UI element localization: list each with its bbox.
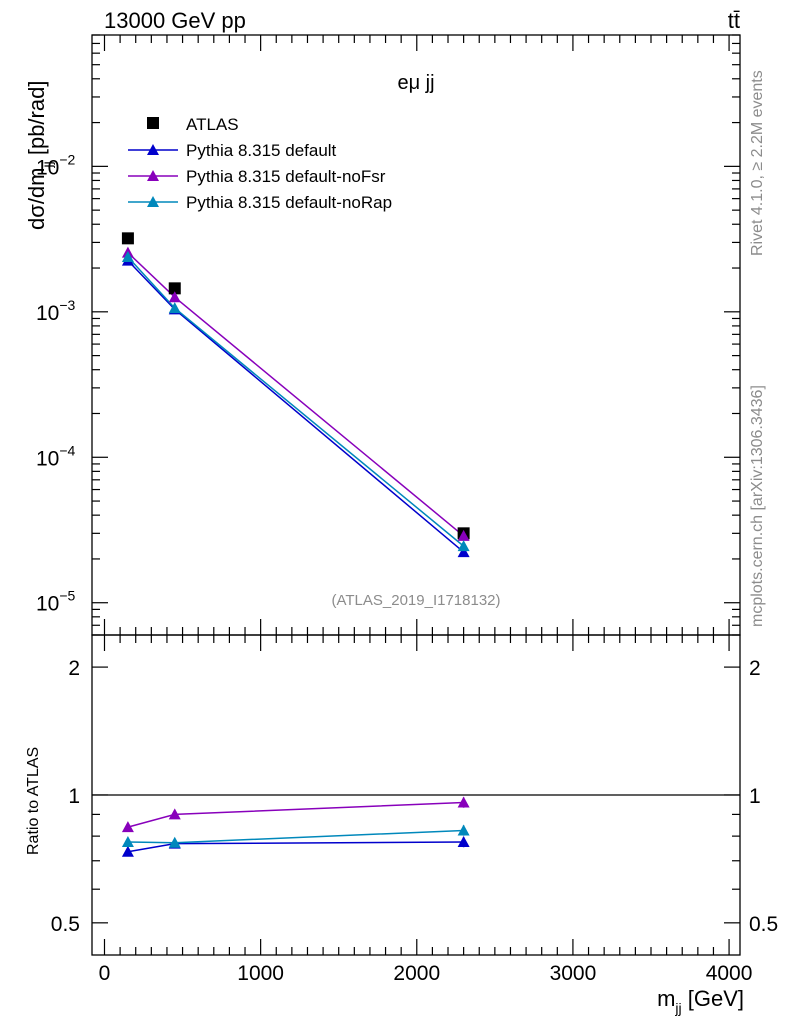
main-y-ticks (92, 34, 740, 636)
x-tick-label: 2000 (393, 962, 440, 985)
main-y-tick-label: 10−5 (36, 588, 76, 616)
ratio-y-tick-label-right: 0.5 (749, 913, 778, 936)
ratio-y-tick-label: 0.5 (51, 913, 80, 936)
main-y-tick-label: 10−3 (36, 297, 76, 325)
main-y-axis-label: dσ/dmjj [pb/rad] (24, 81, 55, 230)
atlas-data-point (121, 232, 134, 245)
analysis-label: (ATLAS_2019_I1718132) (331, 592, 500, 609)
ratio-series-point-2 (457, 824, 470, 836)
ratio-series-line-1 (127, 801, 464, 828)
main-series-point-3 (457, 540, 470, 552)
main-series-point-1 (457, 546, 470, 558)
main-x-ticks (103, 35, 730, 635)
process-label: tt̄ (728, 8, 740, 33)
legend-label-atlas: ATLAS (186, 115, 239, 134)
ratio-y-tick-label: 2 (68, 657, 80, 680)
ratio-series-line-2 (127, 829, 464, 844)
main-series-point-3 (121, 251, 134, 263)
main-y-tick-labels: 10−2 10−3 10−4 10−5 (36, 151, 76, 615)
mcplots-label: mcplots.cern.ch [arXiv:1306.3436] (749, 385, 766, 627)
legend-marker-atlas (147, 117, 159, 129)
ratio-series-point-1 (457, 796, 470, 808)
ratio-series-point-2 (168, 836, 181, 848)
x-tick-label: 1000 (237, 962, 284, 985)
energy-label: 13000 GeV pp (104, 8, 246, 33)
legend-marker-norap (147, 196, 159, 207)
main-series-line-1 (127, 260, 465, 553)
legend: ATLAS Pythia 8.315 default Pythia 8.315 … (128, 115, 392, 212)
ratio-series-point-2 (121, 835, 134, 847)
rivet-label: Rivet 4.1.0, ≥ 2.2M events (749, 70, 766, 256)
legend-label-nofsr: Pythia 8.315 default-noFsr (186, 167, 386, 186)
main-series-group (121, 232, 470, 558)
legend-label-norap: Pythia 8.315 default-noRap (186, 193, 392, 212)
x-tick-label: 0 (99, 962, 111, 985)
ratio-y-axis-label: Ratio to ATLAS (25, 747, 42, 855)
ratio-series-point-1 (121, 821, 134, 833)
main-plot-title: eμ jj (397, 72, 434, 94)
ratio-y-tick-label-right: 2 (749, 657, 761, 680)
ratio-y-tick-label-right: 1 (749, 785, 761, 808)
main-series-line-2 (127, 252, 465, 537)
ratio-series-point-1 (168, 808, 181, 820)
legend-marker-nofsr (147, 170, 159, 181)
ratio-series-point-0 (121, 845, 134, 857)
legend-label-default: Pythia 8.315 default (186, 141, 337, 160)
main-y-tick-label: 10−4 (36, 442, 76, 470)
ratio-series-group (92, 794, 740, 857)
ratio-y-tick-label: 1 (68, 785, 80, 808)
ratio-series-point-0 (457, 835, 470, 847)
x-tick-label: 4000 (706, 962, 753, 985)
legend-marker-default (147, 144, 159, 155)
ratio-x-ticks (103, 635, 730, 955)
main-series-point-3 (168, 302, 181, 314)
main-series-point-2 (168, 291, 181, 303)
main-series-point-2 (457, 529, 470, 541)
ratio-y-tick-labels: 0.5 0.5 1 1 2 2 (51, 657, 778, 936)
ratio-x-tick-labels: 0 1000 2000 3000 4000 (99, 962, 753, 985)
x-tick-label: 3000 (550, 962, 597, 985)
atlas-data-point (168, 282, 181, 295)
main-y-tick-label: 10−2 (36, 151, 76, 179)
x-axis-label: mjj [GeV] (657, 986, 744, 1016)
